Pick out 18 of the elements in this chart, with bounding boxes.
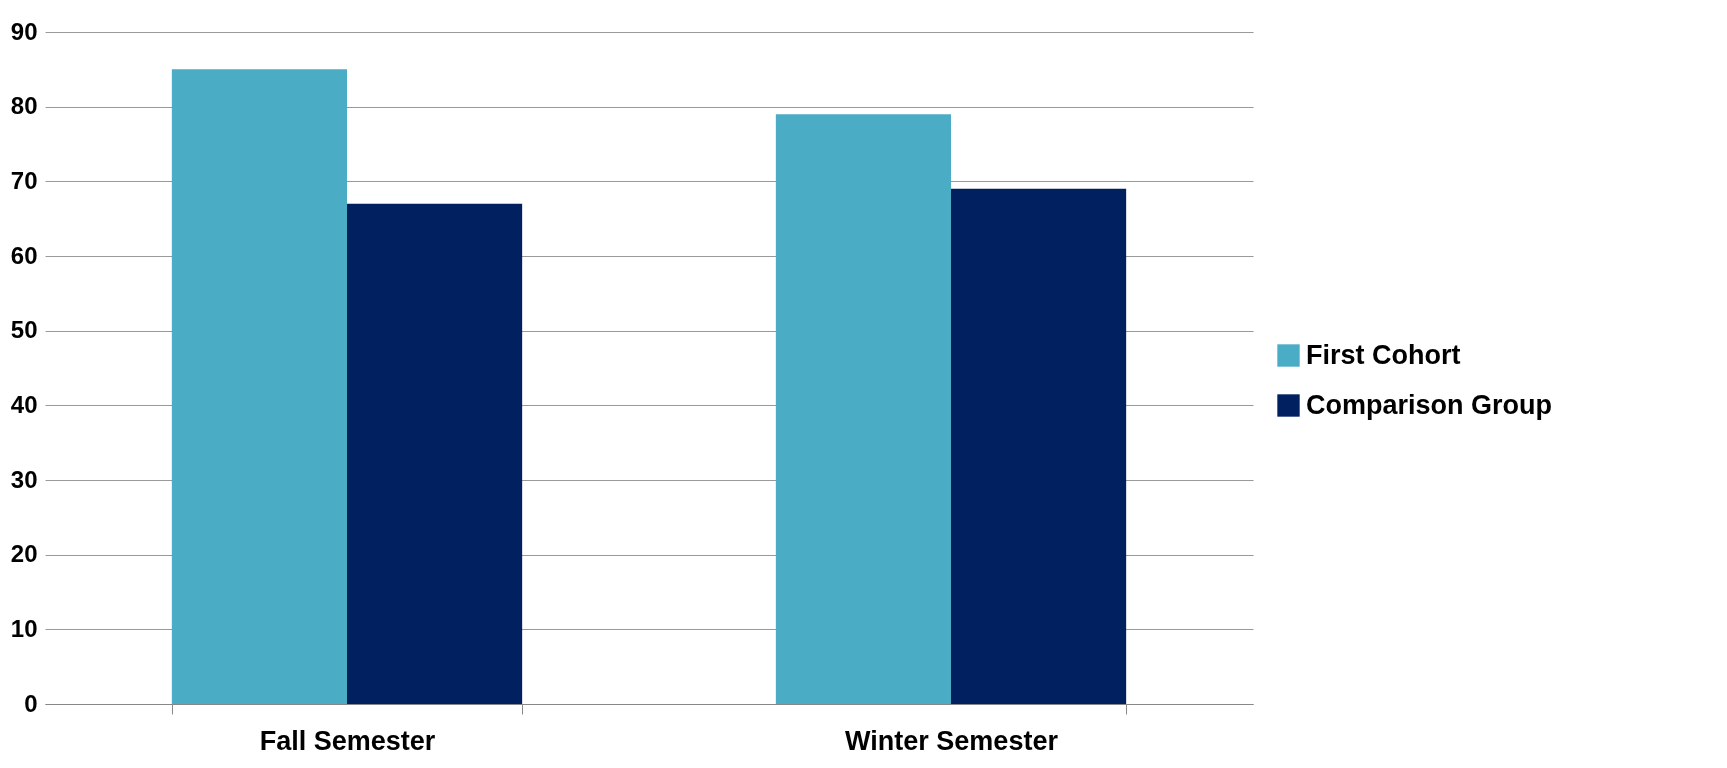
y-tick-label: 80 <box>10 92 38 120</box>
x-tick-label: Fall Semester <box>259 725 436 756</box>
y-tick-label: 30 <box>10 465 38 493</box>
y-tick-label: 20 <box>10 540 38 568</box>
y-tick-label: 90 <box>10 17 38 45</box>
y-tick-label: 10 <box>10 614 38 642</box>
bar <box>347 203 523 704</box>
y-tick-label: 40 <box>10 390 38 418</box>
bar <box>951 188 1127 704</box>
y-tick-label: 70 <box>10 166 38 194</box>
x-tick-label: Winter Semester <box>845 725 1059 756</box>
y-tick-label: 0 <box>24 689 38 717</box>
legend-label: First Cohort <box>1306 339 1461 370</box>
bar <box>775 114 951 704</box>
legend-label: Comparison Group <box>1306 389 1553 420</box>
bar <box>171 69 347 704</box>
y-tick-label: 60 <box>10 241 38 269</box>
y-tick-label: 50 <box>10 316 38 344</box>
